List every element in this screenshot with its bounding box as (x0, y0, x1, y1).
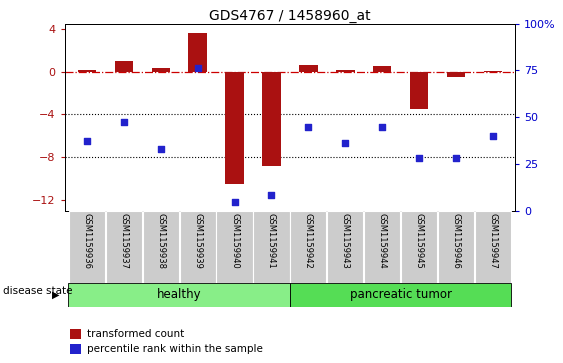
Bar (69, 211, 105, 283)
Bar (438, 211, 474, 283)
Bar (364, 211, 400, 283)
Bar (106, 211, 142, 283)
Text: GSM1159939: GSM1159939 (193, 213, 202, 269)
Text: GSM1159936: GSM1159936 (82, 213, 91, 269)
Bar (217, 211, 253, 283)
Bar (189, 33, 207, 72)
Bar (115, 61, 133, 72)
Bar (447, 72, 465, 77)
Bar (290, 283, 511, 307)
Text: GSM1159941: GSM1159941 (267, 213, 276, 269)
Text: GSM1159943: GSM1159943 (341, 213, 350, 269)
Text: GSM1159946: GSM1159946 (452, 213, 461, 269)
Text: percentile rank within the sample: percentile rank within the sample (87, 344, 263, 354)
Bar (299, 65, 318, 72)
Text: disease state: disease state (3, 286, 72, 296)
Point (267, 192, 276, 197)
Text: GSM1159938: GSM1159938 (156, 213, 165, 269)
Text: GSM1159937: GSM1159937 (119, 213, 128, 269)
Point (156, 146, 165, 151)
Text: ▶: ▶ (52, 290, 59, 300)
Bar (475, 211, 511, 283)
Bar (291, 211, 327, 283)
Text: GSM1159945: GSM1159945 (415, 213, 424, 269)
Point (230, 199, 239, 205)
Point (119, 119, 128, 125)
Bar (484, 70, 502, 72)
Bar (253, 211, 289, 283)
Text: GSM1159940: GSM1159940 (230, 213, 239, 269)
Point (341, 140, 350, 146)
Bar (142, 211, 179, 283)
Bar (262, 72, 281, 166)
Bar (78, 70, 96, 72)
Title: GDS4767 / 1458960_at: GDS4767 / 1458960_at (209, 9, 371, 23)
Point (304, 124, 313, 130)
Bar (69, 283, 290, 307)
Bar (373, 66, 391, 72)
Bar (180, 211, 216, 283)
Text: GSM1159942: GSM1159942 (304, 213, 313, 269)
Point (82, 138, 91, 144)
Text: healthy: healthy (157, 289, 202, 301)
Point (452, 155, 461, 161)
Point (415, 155, 424, 161)
Text: GSM1159944: GSM1159944 (378, 213, 387, 269)
Text: GSM1159947: GSM1159947 (489, 213, 498, 269)
Bar (410, 72, 428, 109)
Bar (225, 72, 244, 184)
Bar (336, 70, 355, 72)
Point (489, 133, 498, 139)
Bar (401, 211, 437, 283)
Text: pancreatic tumor: pancreatic tumor (350, 289, 452, 301)
Bar (151, 69, 170, 72)
Text: transformed count: transformed count (87, 329, 185, 339)
Point (193, 66, 202, 72)
Bar (327, 211, 363, 283)
Point (378, 124, 387, 130)
